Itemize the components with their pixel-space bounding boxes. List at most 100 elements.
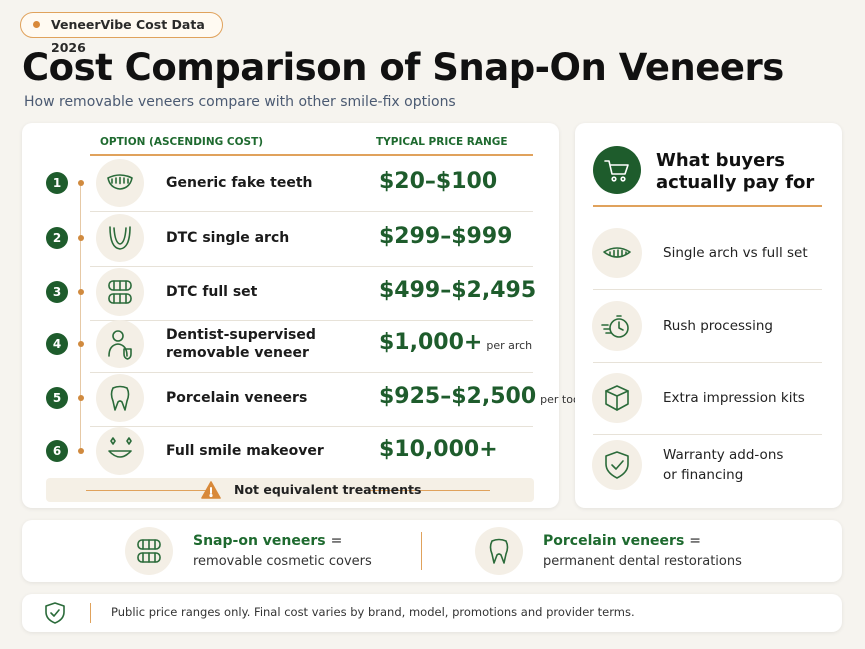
equals: = [689,533,702,549]
icon-glyph [601,315,629,338]
cost-item-line: Rush processing [663,318,773,334]
item-icon [592,228,642,278]
side-title: What buyers actually pay for [656,150,814,194]
item-separator [593,434,822,435]
price: $1,000+ [379,330,483,355]
price: $299–$999 [379,224,513,249]
row-separator [90,426,533,427]
option-line: Full smile makeover [166,443,324,459]
row-icon [96,427,144,475]
timeline-dot [78,180,84,186]
price-range: $499–$2,495 [379,278,536,303]
icon-glyph [108,330,132,360]
row-number: 4 [46,333,68,355]
term: Porcelain veneers [543,533,685,549]
row-icon [96,159,144,207]
option-line: DTC single arch [166,230,290,246]
compare-term: Porcelain veneers = [543,533,701,549]
row-separator [90,372,533,373]
compare-meaning: removable cosmetic covers [193,554,372,569]
row-icon [96,374,144,422]
icon-glyph [605,385,629,411]
side-rule [593,205,822,207]
table-header: OPTION (ASCENDING COST) [100,136,264,148]
compare-meaning: permanent dental restorations [543,554,742,569]
item-separator [593,289,822,290]
option-line: DTC full set [166,284,258,300]
compare-card: Snap-on veneers = removable cosmetic cover… [22,520,842,582]
cart-icon [593,146,641,194]
side-card: What buyers actually pay for Single arch … [575,123,842,508]
item-icon [592,301,642,351]
row-icon [96,268,144,316]
option-line: removable veneer [166,345,309,361]
option-line: Porcelain veneers [166,390,308,406]
cost-item-line: or financing [663,467,744,483]
row-number: 5 [46,387,68,409]
cart-glyph [604,160,629,182]
option-name: Generic fake teeth [166,174,313,192]
price-range: $925–$2,500 per tooth [379,384,591,409]
price-range: $1,000+ per arch [379,330,532,355]
cost-item-line: Warranty add-ons [663,447,784,463]
timeline-dot [78,395,84,401]
compare-icon [475,527,523,575]
icon-glyph [107,174,133,190]
option-name: DTC full set [166,283,257,301]
term: Snap-on veneers [193,533,326,549]
subtitle: How removable veneers compare with other… [24,94,456,110]
warning-icon [201,481,221,499]
icon-glyph [108,437,132,458]
warning-bar: Not equivalent treatments [46,478,534,502]
warning-text: Not equivalent treatments [234,482,422,497]
option-line: Generic fake teeth [166,175,313,191]
row-number: 2 [46,227,68,249]
row-icon [96,214,144,262]
timeline-dot [78,235,84,241]
icon-glyph [110,385,130,411]
icon-glyph [108,280,132,304]
price-unit: per arch [486,339,533,352]
title: Cost Comparison of Snap-On Veneers [22,46,784,89]
timeline-dot [78,341,84,347]
cost-item-line: Single arch vs full set [663,245,808,261]
row-icon [96,320,144,368]
option-line: Dentist-supervised [166,327,316,343]
icon-glyph [137,539,161,563]
price: $499–$2,495 [379,278,537,303]
equals: = [330,533,343,549]
price-range: $299–$999 [379,224,512,249]
rule [370,490,490,491]
icon-glyph [109,226,131,250]
icon-glyph [603,247,631,258]
row-separator [90,320,533,321]
price-range: $20–$100 [379,169,497,194]
cost-item: Extra impression kits [663,388,805,408]
cost-item: Warranty add-ons or financing [663,445,783,485]
cost-item-line: Extra impression kits [663,390,805,406]
price-table-card: OPTION (ASCENDING COST) TYPICAL PRICE RA… [22,123,591,508]
footnote: Public price ranges only. Final cost var… [111,605,635,619]
item-separator [593,362,822,363]
price-range: $10,000+ [379,437,498,462]
option-name: Dentist-supervised removable veneer [166,326,316,362]
table-header: TYPICAL PRICE RANGE [376,136,508,148]
timeline-dot [78,448,84,454]
divider [421,532,422,570]
timeline [80,183,81,453]
shield-icon [45,602,65,624]
header-rule [90,154,533,156]
rule [86,490,206,491]
option-name: Full smile makeover [166,442,324,460]
side-title-line: actually pay for [656,172,815,193]
price: $925–$2,500 [379,384,537,409]
item-icon [592,440,642,490]
row-separator [90,266,533,267]
option-name: Porcelain veneers [166,389,307,407]
row-number: 6 [46,440,68,462]
price: $10,000+ [379,437,498,462]
compare-icon [125,527,173,575]
price: $20–$100 [379,169,498,194]
icon-glyph [489,538,509,564]
footnote-card: Public price ranges only. Final cost var… [22,594,842,632]
